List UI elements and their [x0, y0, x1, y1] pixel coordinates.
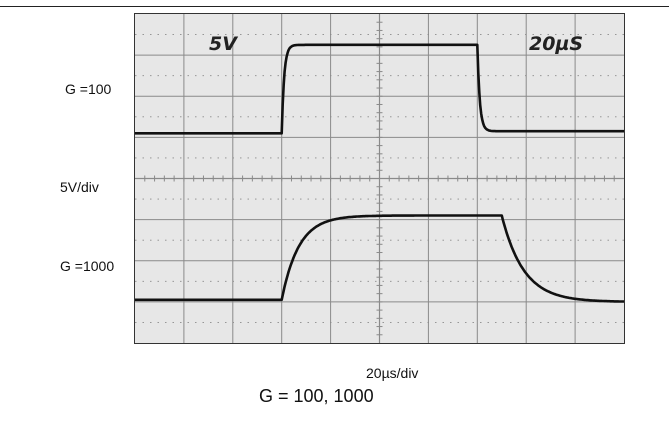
time-per-div-label: 20µs/div [366, 365, 419, 381]
oscilloscope-screen: 5V 20µS [134, 13, 625, 344]
trace-layer [135, 43, 624, 303]
volts-per-div-label: 5V/div [60, 179, 99, 195]
trace-gain-100 [135, 43, 624, 135]
oscilloscope-plot: 5V 20µS [135, 14, 624, 343]
screen-volts-annotation: 5V [209, 33, 238, 55]
grid-layer [135, 14, 624, 343]
top-rule [0, 6, 669, 7]
screen-time-annotation: 20µS [529, 33, 583, 55]
gain-1000-label: G =1000 [60, 258, 115, 274]
trace-gain-1000 [135, 214, 624, 303]
gain-100-label: G =100 [65, 81, 112, 97]
figure-caption: G = 100, 1000 [259, 386, 374, 406]
